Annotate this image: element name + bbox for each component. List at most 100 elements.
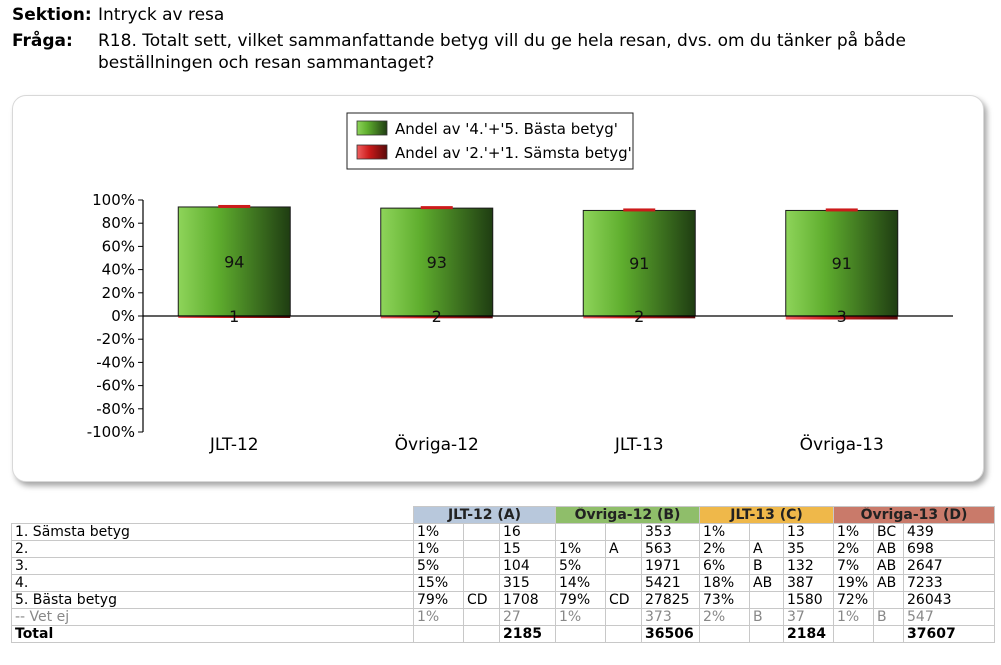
significance-cell: CD	[605, 591, 642, 609]
table-row: -- Vet ej 1% 27 1% 373 2% B 37 1% B 547	[11, 608, 996, 626]
bar-worst	[583, 316, 696, 319]
percent-cell: 6%	[699, 557, 751, 575]
header-spacer	[12, 507, 414, 524]
group-header: Övriga-13 (D)	[833, 506, 996, 524]
legend-swatch	[356, 120, 388, 136]
significance-cell	[873, 625, 905, 643]
percent-cell: 1%	[413, 540, 464, 558]
count-cell: 104	[499, 557, 556, 575]
bar-cap	[825, 208, 858, 212]
table-row: 1. Sämsta betyg 1% 16 353 1% 13 1% BC 439	[11, 523, 996, 541]
bar-best-label: 91	[629, 254, 649, 273]
table-header-row: JLT-12 (A) Övriga-12 (B) JLT-13 (C) Övriga-…	[12, 506, 996, 524]
significance-cell	[605, 574, 642, 592]
significance-cell	[749, 591, 785, 609]
question-text-2: beställningen och resan sammantaget?	[98, 53, 435, 73]
row-label: 3.	[11, 557, 414, 575]
question-label: Fråga:	[12, 31, 73, 51]
y-tick-label: -40%	[96, 353, 135, 371]
bar-best-label: 91	[832, 254, 852, 273]
percent-cell: 79%	[413, 591, 464, 609]
percent-cell: 2%	[833, 540, 875, 558]
legend-label: Andel av '4.'+'5. Bästa betyg'	[395, 120, 618, 138]
count-cell: 26043	[903, 591, 996, 609]
count-cell: 13	[783, 523, 835, 541]
significance-cell: B	[749, 608, 785, 626]
group-header: JLT-13 (C)	[699, 506, 835, 524]
percent-cell: 1%	[833, 608, 875, 626]
significance-cell: AB	[873, 557, 905, 575]
percent-cell: 1%	[555, 608, 606, 626]
count-cell: 15	[499, 540, 556, 558]
section-value: Intryck av resa	[98, 5, 225, 25]
count-cell: 35	[783, 540, 835, 558]
count-cell: 547	[903, 608, 996, 626]
bar-best-label: 94	[224, 252, 244, 271]
legend-box	[346, 112, 634, 170]
y-tick-label: 0%	[111, 307, 135, 325]
significance-cell	[749, 625, 785, 643]
percent-cell: 5%	[413, 557, 464, 575]
bar-worst	[380, 316, 493, 319]
count-cell: 373	[640, 608, 701, 626]
bar-worst	[785, 316, 898, 320]
significance-cell	[749, 523, 785, 541]
y-tick-label: 100%	[92, 191, 135, 209]
count-cell: 37	[783, 608, 835, 626]
percent-cell: 18%	[699, 574, 751, 592]
count-cell: 2647	[903, 557, 996, 575]
count-cell: 2184	[783, 625, 835, 643]
count-cell: 132	[783, 557, 835, 575]
y-tick-label: -100%	[87, 423, 135, 441]
count-cell: 5421	[640, 574, 701, 592]
y-tick-label: 80%	[102, 214, 135, 232]
chart-panel: -100% -80% -60% -40% -20% 0% 20% 40% 60% 80% 100% 9…	[12, 95, 984, 482]
percent-cell: 5%	[555, 557, 606, 575]
significance-cell: B	[749, 557, 785, 575]
significance-cell	[463, 523, 500, 541]
significance-cell	[463, 540, 500, 558]
count-cell: 36506	[640, 625, 701, 643]
percent-cell: 1%	[699, 523, 751, 541]
y-tick-label: -80%	[96, 400, 135, 418]
percent-cell: 79%	[555, 591, 606, 609]
x-category-label: Övriga-12	[395, 433, 479, 455]
percent-cell: 1%	[833, 523, 875, 541]
row-label: Total	[11, 625, 414, 643]
count-cell: 2185	[499, 625, 556, 643]
percent-cell: 1%	[413, 608, 464, 626]
bar-best	[785, 209, 899, 317]
count-cell: 387	[783, 574, 835, 592]
bar-cap	[420, 206, 453, 210]
percent-cell: 1%	[555, 540, 606, 558]
section-label: Sektion:	[12, 5, 92, 25]
count-cell: 16	[499, 523, 556, 541]
significance-cell	[463, 557, 500, 575]
percent-cell: 73%	[699, 591, 751, 609]
significance-cell: CD	[463, 591, 500, 609]
bar-best-label: 93	[427, 253, 447, 272]
significance-cell: AB	[749, 574, 785, 592]
significance-cell	[605, 523, 642, 541]
table-row: Total 2185 36506 2184 37607	[11, 625, 996, 643]
table-row: 3. 5% 104 5% 1971 6% B 132 7% AB 2647	[11, 557, 996, 575]
table-row: 5. Bästa betyg 79% CD 1708 79% CD 27825 73% 1580…	[11, 591, 996, 609]
group-header: Övriga-12 (B)	[554, 506, 701, 524]
count-cell: 315	[499, 574, 556, 592]
x-category-label: JLT-13	[614, 435, 664, 455]
percent-cell	[555, 523, 606, 541]
row-label: 1. Sämsta betyg	[11, 523, 414, 541]
count-cell: 353	[640, 523, 701, 541]
percent-cell: 1%	[413, 523, 464, 541]
count-cell: 563	[640, 540, 701, 558]
significance-cell	[605, 625, 642, 643]
significance-cell: AB	[873, 574, 905, 592]
question-text-1: R18. Totalt sett, vilket sammanfattande …	[98, 31, 906, 51]
y-tick-label: 60%	[102, 237, 135, 255]
x-category-label: Övriga-13	[800, 433, 884, 455]
significance-cell	[873, 591, 905, 609]
bar-chart: -100% -80% -60% -40% -20% 0% 20% 40% 60% 80% 100% 9…	[87, 112, 953, 455]
legend-swatch	[356, 144, 388, 160]
significance-cell: B	[873, 608, 905, 626]
significance-cell: BC	[873, 523, 905, 541]
